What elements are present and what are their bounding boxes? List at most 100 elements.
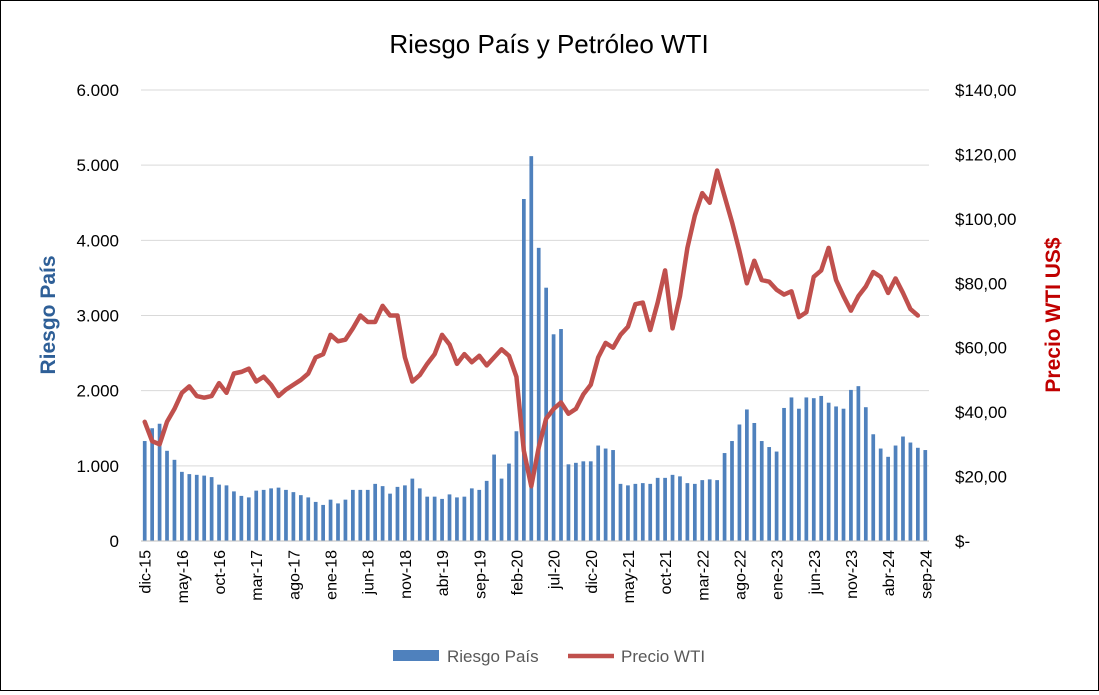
- riesgo-pais-bar: [351, 489, 355, 541]
- riesgo-pais-bar: [715, 480, 719, 541]
- riesgo-pais-bar: [670, 474, 675, 541]
- riesgo-pais-bar: [596, 445, 601, 541]
- legend-bar-label: Riesgo País: [447, 647, 539, 666]
- riesgo-pais-bar: [782, 407, 786, 541]
- x-tick-label: oct-21: [658, 550, 675, 595]
- riesgo-pais-bar: [626, 485, 630, 541]
- riesgo-pais-bar: [157, 423, 162, 541]
- riesgo-pais-bar: [269, 488, 273, 541]
- riesgo-pais-bar: [841, 408, 846, 541]
- riesgo-pais-bar: [425, 496, 430, 541]
- riesgo-pais-bar: [707, 479, 712, 541]
- riesgo-pais-bar: [440, 498, 444, 541]
- riesgo-pais-bar: [544, 287, 549, 541]
- riesgo-pais-bar: [797, 408, 801, 541]
- riesgo-pais-bar: [388, 493, 392, 541]
- x-tick-label: nov-18: [398, 550, 415, 599]
- riesgo-pais-bar: [678, 476, 682, 541]
- riesgo-pais-bar: [165, 450, 169, 541]
- riesgo-pais-bar: [551, 334, 556, 541]
- legend-line-label: Precio WTI: [621, 647, 705, 666]
- x-tick-label: mar-17: [249, 550, 266, 601]
- riesgo-pais-bar: [655, 477, 660, 541]
- riesgo-pais-bar: [789, 397, 794, 541]
- riesgo-pais-bar: [321, 504, 325, 541]
- x-tick-label: ene-23: [770, 550, 787, 600]
- riesgo-pais-bar: [566, 464, 571, 541]
- riesgo-pais-bar: [737, 424, 742, 541]
- riesgo-pais-bar: [455, 497, 459, 541]
- riesgo-pais-bar: [886, 456, 890, 541]
- right-axis-tick-labels: $- $20,00 $40,00 $60,00 $80,00 $100,00 $120,00…: [955, 81, 1016, 551]
- left-tick-label: 0: [110, 532, 119, 551]
- riesgo-pais-bar: [536, 247, 541, 541]
- riesgo-pais-bar: [298, 495, 303, 541]
- riesgo-pais-bar: [276, 487, 281, 541]
- x-tick-label: oct-16: [212, 550, 229, 595]
- riesgo-pais-bar: [284, 489, 288, 541]
- riesgo-pais-bar: [261, 489, 266, 541]
- x-tick-label: mar-22: [695, 550, 712, 601]
- riesgo-pais-bar: [804, 397, 809, 541]
- riesgo-pais-bar: [187, 474, 192, 541]
- right-tick-label: $120,00: [955, 145, 1016, 164]
- riesgo-pais-bar: [462, 496, 467, 541]
- riesgo-pais-bar: [202, 475, 207, 541]
- riesgo-pais-bar: [618, 483, 623, 541]
- riesgo-pais-bar: [871, 434, 876, 541]
- riesgo-pais-bar: [395, 486, 400, 541]
- riesgo-pais-bar: [611, 450, 615, 541]
- riesgo-pais-bar: [246, 497, 251, 541]
- x-tick-label: abr-19: [435, 550, 452, 596]
- x-tick-label: feb-20: [509, 550, 526, 595]
- left-axis-tick-labels: 0 1.000 2.000 3.000 4.000 5.000 6.000: [76, 81, 119, 551]
- left-tick-label: 6.000: [76, 81, 119, 100]
- x-tick-label: ago-17: [286, 550, 303, 600]
- riesgo-pais-bar: [915, 447, 920, 541]
- riesgo-pais-bar: [484, 480, 489, 541]
- riesgo-pais-bar: [588, 461, 593, 541]
- riesgo-pais-bar: [559, 329, 563, 541]
- riesgo-pais-bar: [603, 448, 608, 541]
- riesgo-pais-bar: [908, 442, 913, 541]
- x-tick-label: dic-20: [584, 550, 601, 594]
- x-tick-label: sep-19: [472, 550, 489, 599]
- left-tick-label: 3.000: [76, 307, 119, 326]
- riesgo-pais-bar: [373, 483, 378, 541]
- x-tick-label: jul-20: [547, 550, 564, 590]
- riesgo-pais-bar: [306, 497, 311, 541]
- riesgo-pais-bar: [692, 483, 697, 541]
- riesgo-pais-bar: [410, 478, 415, 541]
- riesgo-pais-bar: [730, 441, 734, 541]
- right-tick-label: $60,00: [955, 339, 1007, 358]
- riesgo-pais-bar: [180, 471, 184, 541]
- left-tick-label: 5.000: [76, 156, 119, 175]
- riesgo-pais-bar: [581, 461, 586, 541]
- right-tick-label: $80,00: [955, 274, 1007, 293]
- riesgo-pais-bar: [759, 441, 764, 541]
- riesgo-pais-bar: [224, 485, 229, 541]
- riesgo-pais-bar: [365, 489, 370, 541]
- riesgo-pais-bar: [209, 477, 214, 541]
- riesgo-pais-bar: [239, 495, 244, 541]
- riesgo-pais-bar: [878, 448, 883, 541]
- riesgo-pais-bar: [856, 386, 861, 541]
- riesgo-pais-bar: [254, 490, 259, 541]
- riesgo-pais-bar: [700, 480, 705, 541]
- x-tick-label: dic-15: [138, 550, 155, 594]
- x-tick-label: sep-24: [918, 550, 935, 599]
- riesgo-pais-bar: [774, 451, 779, 541]
- right-tick-label: $140,00: [955, 81, 1016, 100]
- riesgo-pais-bar: [150, 428, 155, 541]
- riesgo-pais-bar: [343, 499, 348, 541]
- riesgo-pais-bar: [849, 389, 853, 541]
- riesgo-pais-bar: [328, 499, 333, 541]
- riesgo-pais-bar: [767, 447, 772, 541]
- gridlines: [141, 89, 929, 467]
- riesgo-pais-bar: [834, 406, 838, 541]
- riesgo-pais-bar: [477, 489, 482, 541]
- riesgo-pais-bar: [752, 422, 757, 541]
- riesgo-pais-bar: [194, 474, 199, 541]
